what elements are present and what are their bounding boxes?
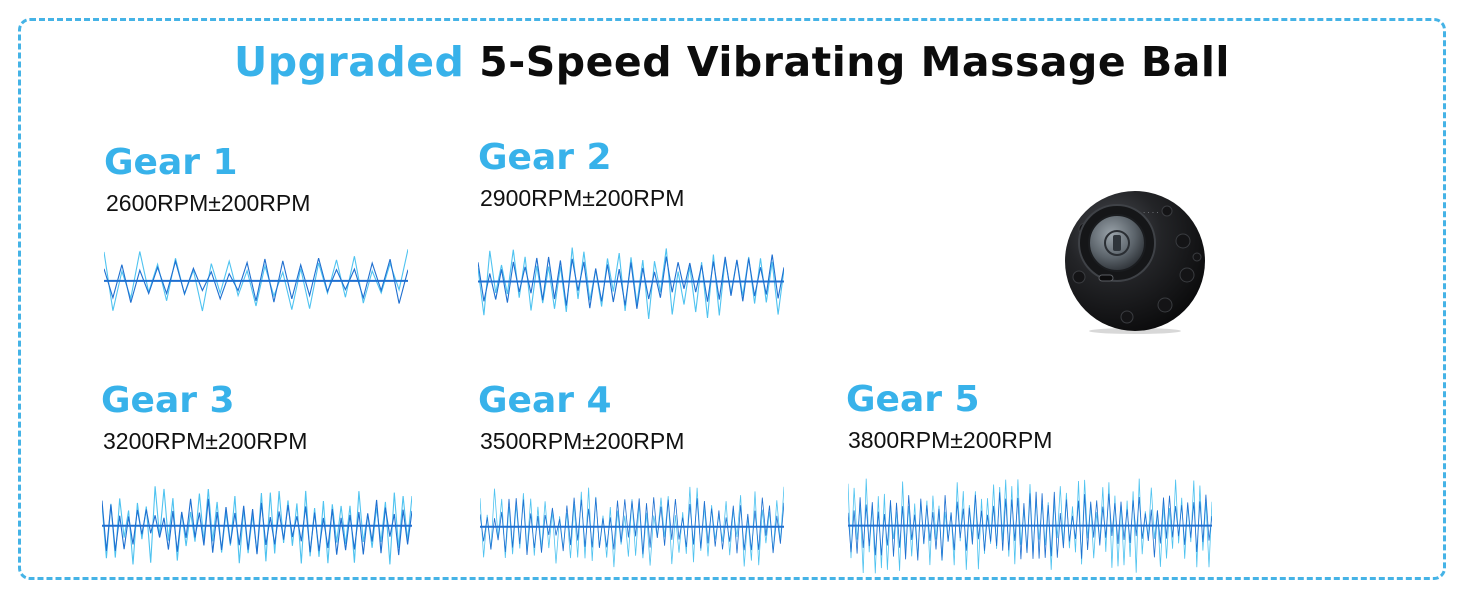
waveform-trace [478, 247, 784, 320]
dashed-border-frame [18, 18, 1446, 580]
waveform-trace [104, 257, 408, 304]
gear-5-label: Gear 5 [846, 379, 980, 420]
gear-4-rpm: 3500RPM±200RPM [480, 428, 685, 454]
title-accent: Upgraded [234, 38, 465, 86]
waveform-trace [848, 478, 1212, 574]
gear-2-rpm: 2900RPM±200RPM [480, 185, 685, 211]
gear-5-waveform [848, 478, 1212, 574]
gear-3-rpm: 3200RPM±200RPM [103, 428, 308, 454]
gear-3-waveform [102, 486, 412, 565]
title-main: 5-Speed Vibrating Massage Ball [479, 38, 1230, 86]
gear-4-waveform [480, 486, 784, 568]
massage-ball-image: · · · · [1055, 185, 1215, 335]
gear-2-waveform [478, 247, 784, 320]
page-title: Upgraded 5-Speed Vibrating Massage Ball [0, 38, 1464, 86]
gear-5-rpm: 3800RPM±200RPM [848, 427, 1053, 453]
gear-2-label: Gear 2 [478, 137, 612, 178]
waveform-trace [104, 249, 408, 312]
waveform-trace [480, 497, 784, 556]
massage-ball-icon: · · · · [1065, 191, 1205, 334]
gear-1-label: Gear 1 [104, 142, 238, 183]
gear-4-label: Gear 4 [478, 380, 612, 421]
gear-1-rpm: 2600RPM±200RPM [106, 190, 311, 216]
gear-3-label: Gear 3 [101, 380, 235, 421]
svg-text:· · · ·: · · · · [1143, 209, 1159, 217]
gear-1-waveform [104, 249, 408, 312]
waveform-trace [478, 254, 784, 309]
waveform-trace [848, 491, 1212, 561]
